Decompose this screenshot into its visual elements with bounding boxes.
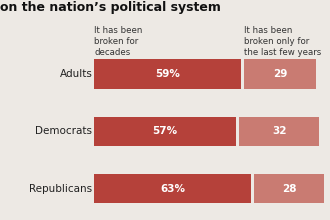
Text: 29: 29 [273,69,287,79]
Bar [245,59,316,89]
Text: Adults: Adults [59,69,92,79]
Bar [240,117,319,146]
Text: Republicans: Republicans [29,183,92,194]
Text: 32: 32 [272,126,286,136]
Text: 28: 28 [282,183,296,194]
Bar [94,174,250,204]
Text: 59%: 59% [155,69,180,79]
Text: 63%: 63% [160,183,185,194]
Text: It has been
broken for
decades: It has been broken for decades [94,26,143,57]
Text: on the nation’s political system: on the nation’s political system [0,1,221,14]
Text: 57%: 57% [152,126,178,136]
Bar [254,174,324,204]
Bar [94,59,241,89]
Text: It has been
broken only for
the last few years: It has been broken only for the last few… [245,26,322,57]
Text: Democrats: Democrats [35,126,92,136]
Bar [94,117,236,146]
